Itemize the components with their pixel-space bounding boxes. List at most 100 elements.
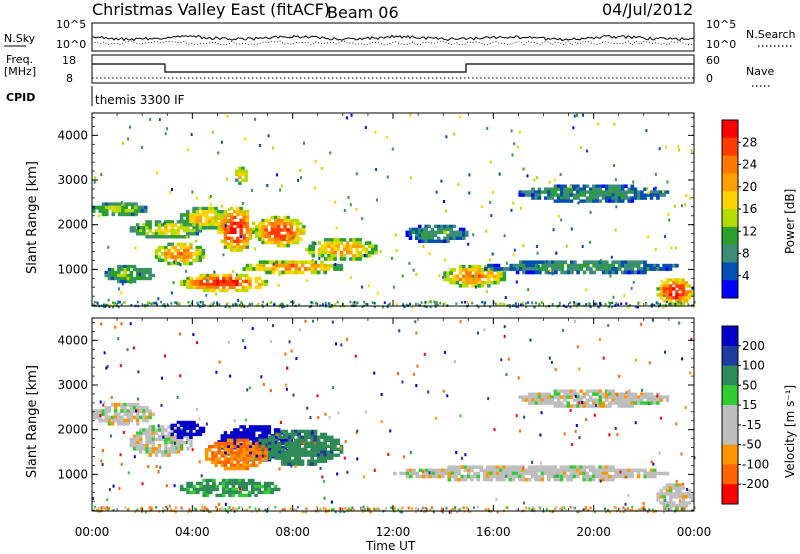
y-tick-label: 3000 xyxy=(57,173,88,187)
nave-label: Nave xyxy=(746,65,774,78)
power-colorbar-segment xyxy=(722,262,738,281)
x-tick-label: 12:00 xyxy=(376,525,411,539)
nsky-label: N.Sky xyxy=(4,32,36,45)
y-tick-label: 4000 xyxy=(57,333,88,347)
echo-region xyxy=(518,184,670,203)
freq-tick-high: 18 xyxy=(62,54,76,67)
x-tick-label: 00:00 xyxy=(75,525,110,539)
echo-region xyxy=(518,389,670,408)
nsearch-label: N.Search xyxy=(746,28,796,41)
power-colorbar-tick-label: 24 xyxy=(742,158,757,172)
freq-label-line1: Freq. xyxy=(6,53,33,66)
power-plot-frame xyxy=(91,112,695,307)
power-colorbar-segment xyxy=(722,173,738,192)
axes-ticks: 1000 2000 3000 4000 1000 2000 3000 4000 00:00 04:… xyxy=(57,113,711,539)
power-colorbar-tick-label: 8 xyxy=(742,247,750,261)
nsearch-tick-low: 10^0 xyxy=(706,38,736,51)
velocity-colorbar-tick-label: -15 xyxy=(742,418,762,432)
power-colorbar-tick-label: 16 xyxy=(742,202,757,216)
y-tick-label: 2000 xyxy=(57,423,88,437)
velocity-colorbar-segment xyxy=(722,405,738,426)
velocity-colorbar-tick-label: 100 xyxy=(742,359,765,373)
power-colorbar-tick-label: 20 xyxy=(742,180,757,194)
x-tick-label: 20:00 xyxy=(576,525,611,539)
velocity-colorbar-tick-label: 15 xyxy=(742,398,757,412)
scatter-echoes xyxy=(93,113,694,309)
velocity-colorbar-label: Velocity [m s⁻¹] xyxy=(783,385,797,478)
velocity-colorbar-segment xyxy=(722,484,738,505)
y-tick-label: 3000 xyxy=(57,378,88,392)
station-title: Christmas Valley East (fitACF) xyxy=(92,0,330,19)
echo-region xyxy=(393,465,670,482)
x-axis-label: Time UT xyxy=(365,539,416,553)
velocity-colorbar-frame xyxy=(721,325,739,505)
power-colorbar-segment xyxy=(722,226,738,246)
velocity-colorbar-segment xyxy=(722,444,738,465)
freq-label-line2: [MHz] xyxy=(4,65,36,78)
velocity-colorbar-segment xyxy=(722,464,738,485)
nsky-line xyxy=(91,34,695,42)
nsky-tick-low: 10^0 xyxy=(56,38,86,51)
echo-region xyxy=(255,215,306,248)
echo-region xyxy=(92,202,148,217)
echo-region xyxy=(235,166,248,185)
nave-tick-low: 0 xyxy=(706,72,713,85)
ground-scatter-strip xyxy=(93,505,696,514)
cpid-label: CPID xyxy=(6,91,35,104)
colorbars: 28 24 20 16 12 8 4 200 100 50 15 -15 -50 -100 -200 xyxy=(721,119,769,505)
velocity-ylabel: Slant Range [km] xyxy=(25,365,40,478)
y-tick-label: 2000 xyxy=(57,218,88,232)
power-colorbar-segment xyxy=(722,191,738,210)
x-tick-label: 04:00 xyxy=(175,525,210,539)
y-tick-label: 1000 xyxy=(57,467,88,481)
velocity-colorbar-tick-label: -100 xyxy=(742,457,769,471)
power-colorbar-tick-label: 12 xyxy=(742,224,757,238)
freq-tick-low: 8 xyxy=(66,72,73,85)
x-tick-label: 00:00 xyxy=(677,525,712,539)
scatter-echoes xyxy=(92,318,696,514)
velocity-plot-frame xyxy=(91,317,695,512)
echo-region xyxy=(154,242,206,266)
power-colorbar-segment xyxy=(722,120,738,139)
nsearch-line xyxy=(91,40,693,46)
nave-tick-high: 60 xyxy=(706,54,720,67)
echo-region xyxy=(656,483,695,511)
echo-region xyxy=(104,264,156,284)
power-colorbar-tick-label: 4 xyxy=(742,269,750,283)
power-heatmap xyxy=(92,113,696,309)
freq-line xyxy=(92,63,694,73)
y-tick-label: 4000 xyxy=(57,128,88,142)
echo-region xyxy=(170,420,206,439)
echo-region xyxy=(484,260,679,275)
echo-region xyxy=(179,478,281,498)
freq-panel xyxy=(91,54,695,84)
velocity-colorbar-tick-label: 200 xyxy=(742,339,765,353)
freq-trace xyxy=(92,63,694,79)
echo-region xyxy=(405,224,469,243)
power-colorbar-tick-label: 28 xyxy=(742,135,757,149)
power-colorbar-segment xyxy=(722,280,738,299)
echo-region xyxy=(217,206,256,252)
ground-scatter-strip xyxy=(92,300,696,309)
nsky-trace xyxy=(91,34,695,46)
echo-region xyxy=(242,260,344,275)
power-colorbar-segment xyxy=(722,244,738,263)
velocity-heatmap xyxy=(92,318,696,514)
nsky-tick-high: 10^5 xyxy=(56,18,86,31)
echo-region xyxy=(92,402,156,426)
power-ylabel: Slant Range [km] xyxy=(25,161,40,274)
nsearch-tick-high: 10^5 xyxy=(706,18,736,31)
velocity-colorbar-tick-label: 50 xyxy=(742,378,757,392)
beam-label: Beam 06 xyxy=(327,3,399,22)
velocity-colorbar-segment xyxy=(722,365,738,386)
power-colorbar-segment xyxy=(722,137,738,157)
echo-region xyxy=(204,438,268,471)
cpid-text: themis 3300 IF xyxy=(95,93,185,107)
velocity-colorbar-tick-label: -200 xyxy=(742,477,769,491)
x-tick-label: 16:00 xyxy=(476,525,511,539)
y-tick-label: 1000 xyxy=(57,262,88,276)
power-colorbar-label: Power [dB] xyxy=(783,189,797,254)
echo-region xyxy=(305,238,378,261)
velocity-colorbar-segment xyxy=(722,424,738,446)
